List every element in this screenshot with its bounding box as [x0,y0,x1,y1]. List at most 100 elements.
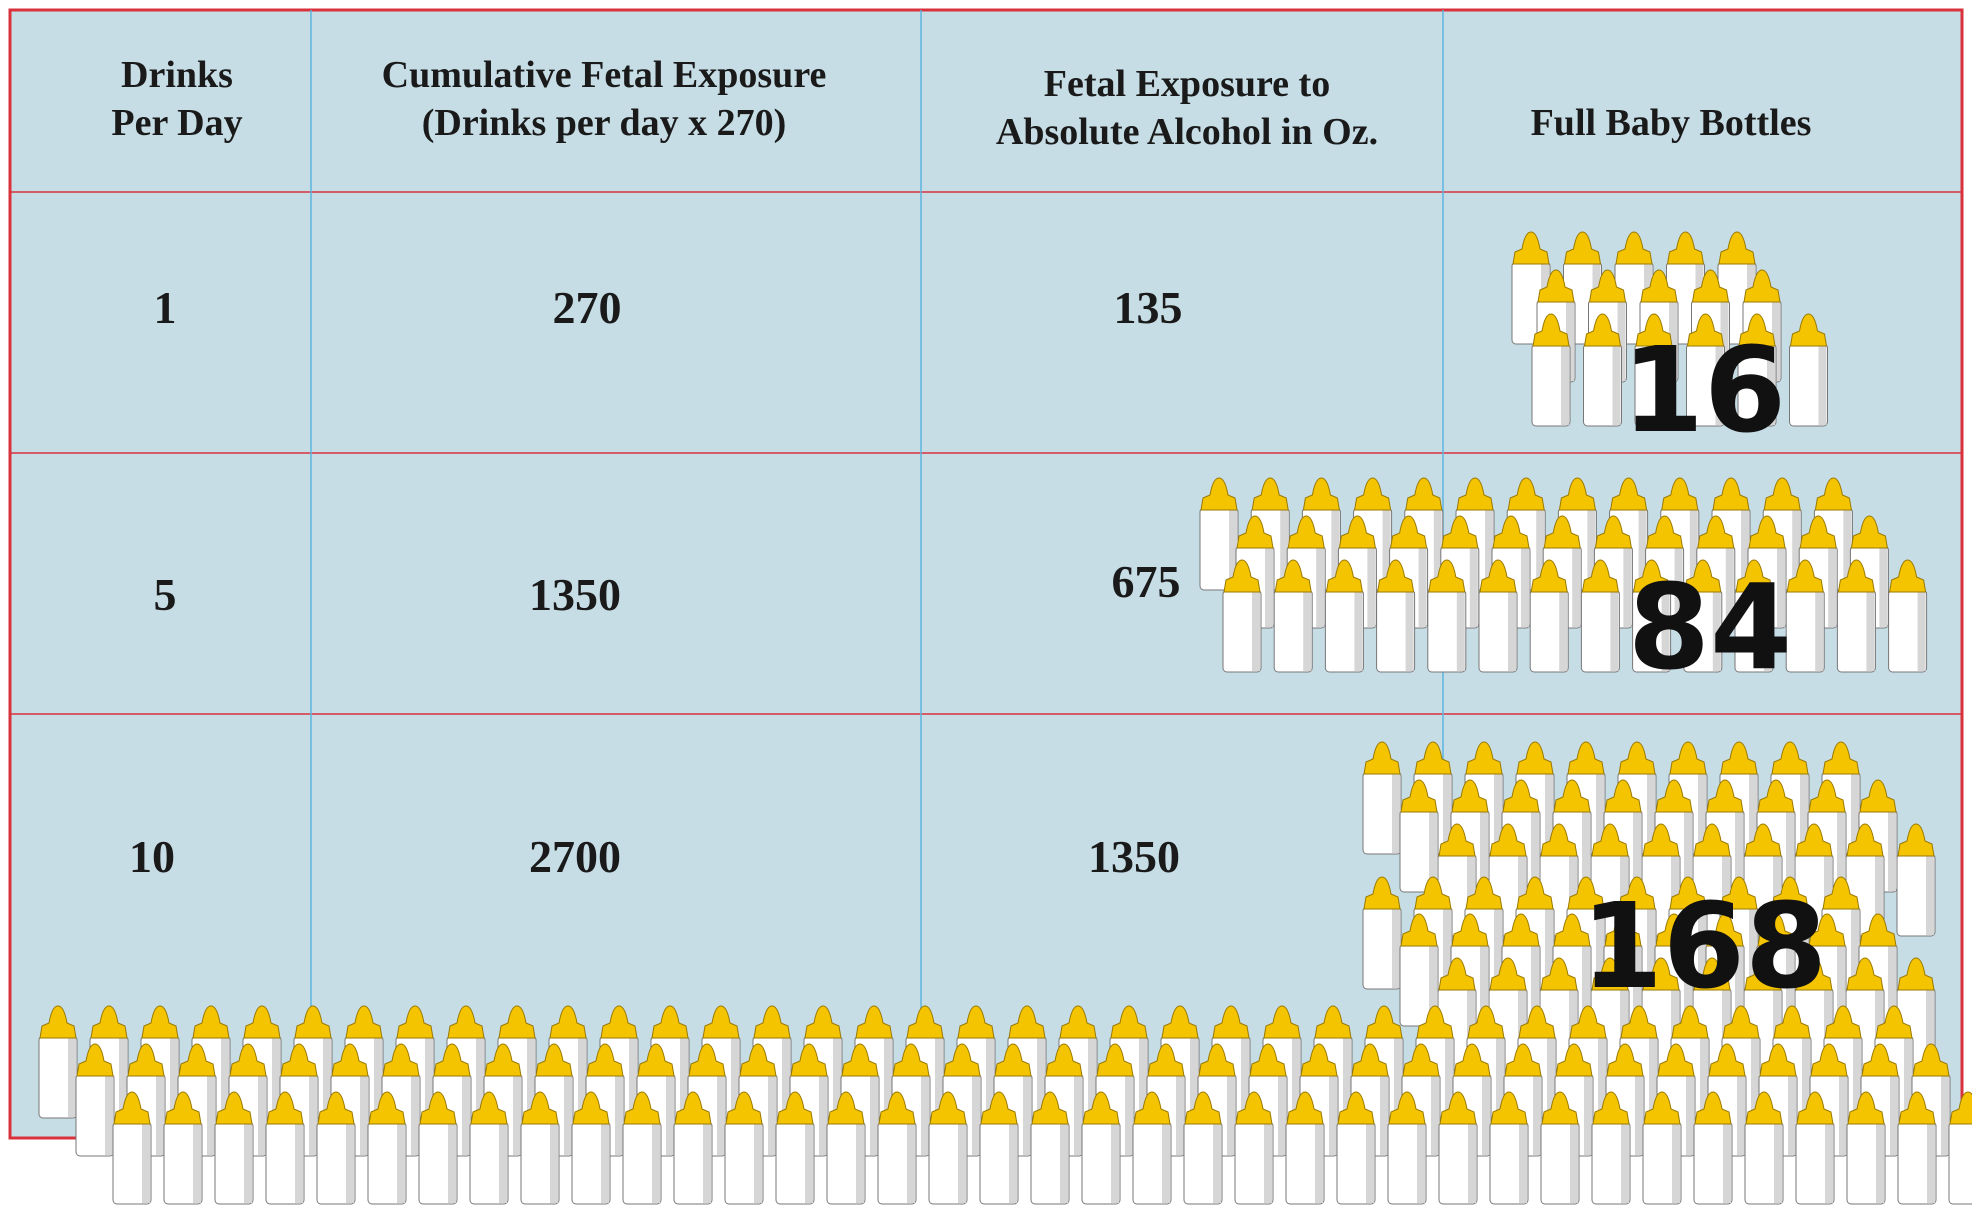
bottle-shade [754,1123,762,1203]
bottle-shade [1419,547,1427,627]
bottle-shade [1621,1123,1629,1203]
bottle-shade [1828,547,1836,627]
cell-value: 1350 [529,569,621,620]
bottle-shade [1278,1075,1286,1155]
bottle-shade [1879,547,1887,627]
bottle-shade [1213,1123,1221,1203]
bottle-count: 16 [1622,321,1786,459]
bottle-shade [1074,1075,1082,1155]
bottle-shade [972,1075,980,1155]
bottle-shade [105,1075,113,1155]
bottle-shade [309,1075,317,1155]
bottle-shade [1162,1123,1170,1203]
bottle-shade [1252,591,1260,671]
header-text: (Drinks per day x 270) [422,102,787,144]
bottle-shade [397,1123,405,1203]
bottle-shade [819,1075,827,1155]
bottle-shade [1060,1123,1068,1203]
bottle-shade [1941,1075,1949,1155]
bottle-shade [1316,547,1324,627]
bottle-shade [1737,1075,1745,1155]
bottle-shade [1686,1075,1694,1155]
bottle-shade [1417,1123,1425,1203]
header-text: Fetal Exposure to [1044,63,1330,105]
bottle-shade [805,1123,813,1203]
bottle-shade [1264,1123,1272,1203]
bottle-shade [615,1075,623,1155]
bottle-shade [1561,345,1569,425]
cell-value: 1350 [1088,831,1180,882]
bottle-shade [564,1075,572,1155]
bottle-shade [1468,1123,1476,1203]
cell-value: 675 [1112,556,1181,607]
bottle-shade [1315,1123,1323,1203]
bottle-shade [156,1075,164,1155]
bottle-shade [1815,591,1823,671]
bottle-shade [1866,591,1874,671]
bottle-shade [1825,1123,1833,1203]
bottle-count: 168 [1581,877,1827,1015]
bottle-shade [1457,591,1465,671]
bottle-shade [1570,1123,1578,1203]
bottle-shade [768,1075,776,1155]
bottle-shade [207,1075,215,1155]
bottle-shade [666,1075,674,1155]
bottle-shade [921,1075,929,1155]
bottle-shade [1918,591,1926,671]
bottle-shade [1329,1075,1337,1155]
bottle-shade [1927,1123,1935,1203]
bottle-shade [1265,547,1273,627]
bottle-shade [1610,591,1618,671]
bottle-shade [1839,1075,1847,1155]
bottle-shade [1392,908,1400,988]
cell-value: 270 [553,282,622,333]
bottle-shade [550,1123,558,1203]
bottle-shade [1519,1123,1527,1203]
bottle-shade [1470,547,1478,627]
bottle-shade [1508,591,1516,671]
bottle-shade [1431,1075,1439,1155]
cell-value: 2700 [529,831,621,882]
header-text: Per Day [111,102,242,144]
bottle-shade [513,1075,521,1155]
bottle-shade [717,1075,725,1155]
bottle-shade [856,1123,864,1203]
bottle-count: 84 [1628,558,1792,696]
bottle-shade [193,1123,201,1203]
bottle-shade [958,1123,966,1203]
bottle-shade [1572,547,1580,627]
bottle-shade [295,1123,303,1203]
cell-value: 1 [154,282,177,333]
bottle-shade [499,1123,507,1203]
bottle-shade [652,1123,660,1203]
bottle-shade [870,1075,878,1155]
bottle-shade [1584,1075,1592,1155]
bottle-shade [907,1123,915,1203]
bottle-shade [1672,1123,1680,1203]
bottle-shade [1613,345,1621,425]
bottle-shade [142,1123,150,1203]
bottle-shade [601,1123,609,1203]
bottle-shade [1819,345,1827,425]
bottle-shade [1125,1075,1133,1155]
bottle-body [1949,1122,1972,1204]
bottle-shade [1635,1075,1643,1155]
bottle-shade [1723,1123,1731,1203]
bottle-shade [1009,1123,1017,1203]
header-text: Absolute Alcohol in Oz. [996,111,1378,153]
bottle-shade [1366,1123,1374,1203]
bottle-shade [1482,1075,1490,1155]
header-text: Cumulative Fetal Exposure [382,54,827,96]
bottle-shade [258,1075,266,1155]
cell-value: 10 [129,831,175,882]
bottle-shade [1367,547,1375,627]
bottle-shade [1111,1123,1119,1203]
bottle-shade [1774,1123,1782,1203]
bottle-shade [411,1075,419,1155]
bottle-shade [1926,855,1934,935]
bottle-shade [1876,1123,1884,1203]
header-text: Full Baby Bottles [1531,102,1812,144]
bottle-shade [1176,1075,1184,1155]
bottle-shade [1354,591,1362,671]
bottle-shade [360,1075,368,1155]
